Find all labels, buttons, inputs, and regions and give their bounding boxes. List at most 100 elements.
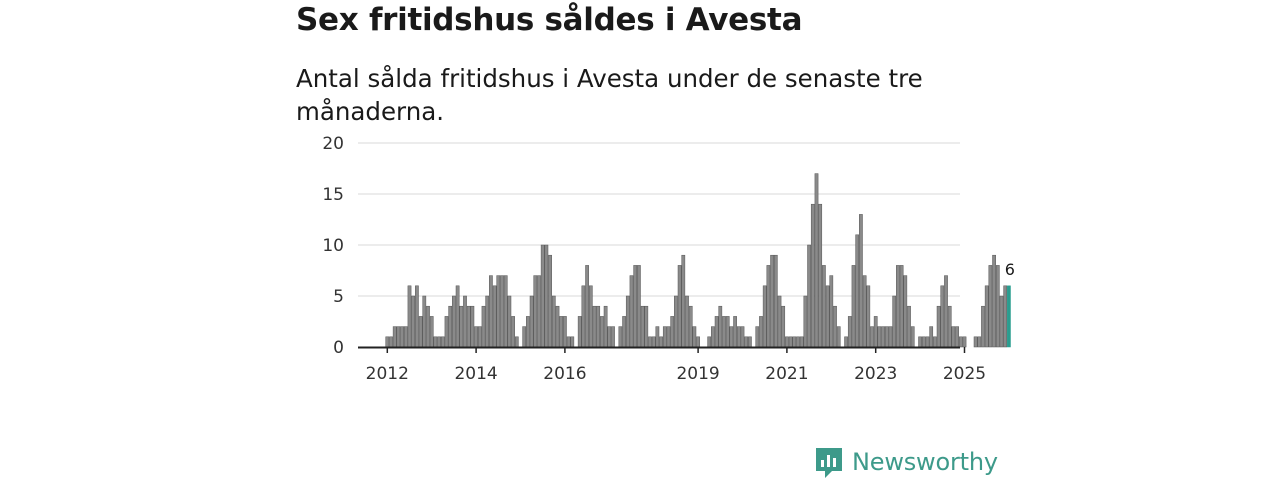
bar — [433, 336, 438, 348]
bar — [725, 316, 730, 348]
bar — [859, 214, 863, 348]
bar — [489, 275, 493, 348]
bar — [803, 295, 808, 348]
bar — [973, 336, 978, 348]
bar — [607, 326, 612, 348]
bar — [674, 295, 678, 348]
bar — [392, 326, 397, 348]
bar — [415, 285, 419, 348]
bar — [981, 305, 985, 348]
x-tick-label: 2023 — [854, 364, 897, 384]
bar — [951, 326, 956, 348]
bar — [822, 265, 826, 348]
bar — [526, 316, 530, 348]
bar — [466, 305, 471, 348]
bar — [485, 295, 490, 348]
bar — [537, 275, 541, 348]
bar — [477, 326, 482, 348]
bar — [792, 336, 797, 348]
gridlines — [358, 142, 960, 297]
bar — [766, 265, 771, 348]
bar — [474, 326, 478, 348]
bar — [422, 295, 427, 348]
bar — [814, 173, 819, 348]
bar — [770, 254, 774, 348]
bar — [829, 275, 834, 348]
bar — [999, 295, 1004, 348]
bar — [677, 265, 682, 348]
bar — [707, 336, 712, 348]
bar — [933, 336, 937, 348]
bar — [522, 326, 527, 348]
bar — [788, 336, 793, 348]
bar — [755, 326, 760, 348]
bar — [810, 203, 815, 348]
bar — [452, 295, 456, 348]
bar — [947, 305, 952, 348]
bar — [481, 305, 486, 348]
y-tick-label: 0 — [333, 338, 344, 358]
bar — [977, 336, 982, 348]
bar — [463, 295, 467, 348]
bar — [711, 326, 715, 348]
bar — [825, 285, 830, 348]
bar — [603, 305, 608, 348]
bar — [581, 285, 586, 348]
bar — [995, 265, 1000, 348]
bar — [907, 305, 911, 348]
bar — [633, 265, 638, 348]
bar — [426, 305, 430, 348]
bar — [566, 336, 571, 348]
bar — [833, 305, 837, 348]
bar — [622, 316, 626, 348]
brand-name: Newsworthy — [852, 448, 998, 476]
bar — [540, 244, 545, 348]
bar — [714, 316, 719, 348]
bar — [437, 336, 441, 348]
bar — [440, 336, 445, 348]
bar — [514, 336, 519, 348]
bar — [448, 305, 453, 348]
bar — [781, 305, 786, 348]
bar — [729, 326, 734, 348]
bar — [500, 275, 504, 348]
bar — [455, 285, 460, 348]
bar — [899, 265, 904, 348]
bar — [444, 316, 449, 348]
bar — [651, 336, 656, 348]
bar — [429, 316, 434, 348]
bar — [884, 326, 889, 348]
bar — [411, 295, 416, 348]
bar — [759, 316, 763, 348]
bar — [984, 285, 989, 348]
bar — [400, 326, 404, 348]
bar — [892, 295, 897, 348]
bar — [407, 285, 412, 348]
bar — [544, 244, 549, 348]
bar — [818, 203, 823, 348]
bar — [918, 336, 922, 348]
chart-title: Sex fritidshus såldes i Avesta — [296, 2, 803, 38]
bar — [921, 336, 926, 348]
bar — [944, 275, 948, 348]
bar — [470, 305, 475, 348]
bar — [877, 326, 882, 348]
bar — [611, 326, 615, 348]
bar — [555, 305, 560, 348]
bar — [855, 234, 860, 348]
bar — [403, 326, 408, 348]
bar — [870, 326, 874, 348]
bar — [385, 336, 390, 348]
brand-logo[interactable]: Newsworthy — [814, 444, 998, 480]
bar — [640, 305, 645, 348]
bar — [736, 326, 741, 348]
bar — [637, 265, 641, 348]
bar — [507, 295, 512, 348]
bar — [570, 336, 575, 348]
last-value-label: 6 — [1005, 260, 1015, 279]
bar — [692, 326, 697, 348]
bar — [733, 316, 737, 348]
bar — [748, 336, 752, 348]
bar — [696, 336, 700, 348]
bar — [718, 305, 723, 348]
